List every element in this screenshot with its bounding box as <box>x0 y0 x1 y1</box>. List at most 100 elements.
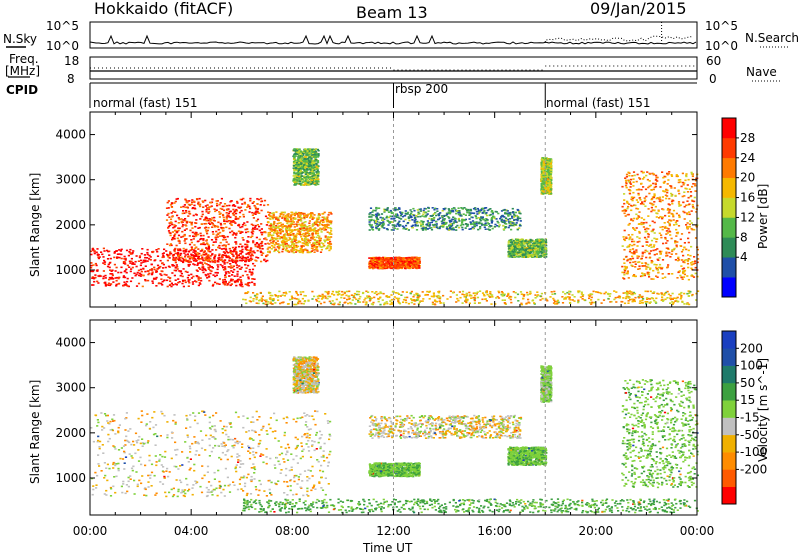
data-cell <box>241 223 245 226</box>
data-cell <box>300 247 303 250</box>
data-cell <box>296 221 300 223</box>
data-cell <box>251 251 254 253</box>
data-cell <box>124 259 127 261</box>
data-cell <box>481 207 484 210</box>
data-cell <box>370 259 373 261</box>
data-cell <box>241 255 244 257</box>
data-cell <box>278 228 282 230</box>
data-cell <box>168 224 172 227</box>
data-cell <box>416 299 420 301</box>
data-cell <box>645 297 649 299</box>
data-cell <box>432 294 436 296</box>
data-cell <box>272 225 275 228</box>
data-cell <box>382 292 385 295</box>
data-cell <box>185 228 188 230</box>
data-cell <box>274 216 277 219</box>
data-cell <box>172 264 176 267</box>
data-cell <box>292 221 295 223</box>
data-cell <box>195 259 198 262</box>
data-cell <box>553 290 556 293</box>
data-cell <box>417 211 420 214</box>
data-cell <box>391 259 394 261</box>
data-cell <box>168 254 171 256</box>
data-cell <box>450 210 453 212</box>
data-cell <box>300 302 303 305</box>
data-cell <box>365 290 368 293</box>
data-cell <box>305 244 308 246</box>
data-cell <box>442 223 445 225</box>
data-cell <box>649 290 652 293</box>
data-cell <box>111 276 114 279</box>
data-cell <box>442 226 445 228</box>
data-cell <box>188 263 191 266</box>
data-cell <box>228 210 231 213</box>
data-cell <box>161 280 164 283</box>
data-cell <box>258 212 261 214</box>
data-cell <box>452 216 455 218</box>
data-cell <box>307 300 310 302</box>
data-cell <box>443 219 446 221</box>
data-cell <box>514 291 517 294</box>
data-cell <box>482 218 485 221</box>
data-cell <box>251 214 254 216</box>
data-cell <box>331 303 334 306</box>
data-cell <box>415 263 418 266</box>
data-cell <box>478 211 481 213</box>
data-cell <box>209 201 213 204</box>
data-cell <box>107 263 110 266</box>
data-cell <box>255 256 258 259</box>
data-cell <box>333 303 336 306</box>
data-cell <box>170 206 174 208</box>
data-cell <box>312 230 315 232</box>
data-cell <box>421 227 424 229</box>
data-cell <box>293 238 296 241</box>
data-cell <box>316 295 319 298</box>
data-cell <box>240 259 243 262</box>
data-cell <box>244 224 247 227</box>
data-cell <box>261 299 264 301</box>
data-cell <box>366 295 369 297</box>
data-cell <box>102 262 105 264</box>
data-cell <box>111 274 114 277</box>
data-cell <box>199 234 203 237</box>
data-cell <box>159 265 162 268</box>
data-cell <box>167 227 170 229</box>
data-cell <box>151 280 154 282</box>
data-cell <box>474 214 477 217</box>
data-cell <box>166 285 169 288</box>
data-cell <box>401 258 405 260</box>
data-cell <box>270 230 273 232</box>
data-cell <box>182 250 185 252</box>
data-cell <box>613 298 616 301</box>
data-cell <box>270 244 274 247</box>
data-cell <box>391 266 394 269</box>
data-cell <box>323 216 326 219</box>
data-cell <box>468 228 471 230</box>
data-cell <box>328 300 331 303</box>
data-cell <box>320 248 323 251</box>
data-cell <box>686 292 689 295</box>
data-cell <box>299 228 302 231</box>
data-cell <box>669 294 672 297</box>
data-cell <box>275 232 278 234</box>
data-cell <box>390 294 393 296</box>
data-cell <box>270 238 273 241</box>
data-cell <box>488 208 491 211</box>
data-cell <box>208 279 211 282</box>
data-cell <box>171 231 174 233</box>
data-cell <box>592 290 595 293</box>
data-cell <box>316 221 319 223</box>
data-cell <box>307 154 310 156</box>
data-cell <box>302 227 305 230</box>
data-cell <box>386 302 389 305</box>
data-cell <box>293 303 296 306</box>
data-cell <box>426 228 429 230</box>
data-cell <box>405 227 409 230</box>
data-cell <box>264 260 267 263</box>
data-cell <box>285 237 288 239</box>
data-cell <box>455 212 458 215</box>
data-cell <box>331 293 334 295</box>
data-cell <box>96 248 99 250</box>
data-cell <box>209 257 212 260</box>
data-cell <box>306 180 309 182</box>
